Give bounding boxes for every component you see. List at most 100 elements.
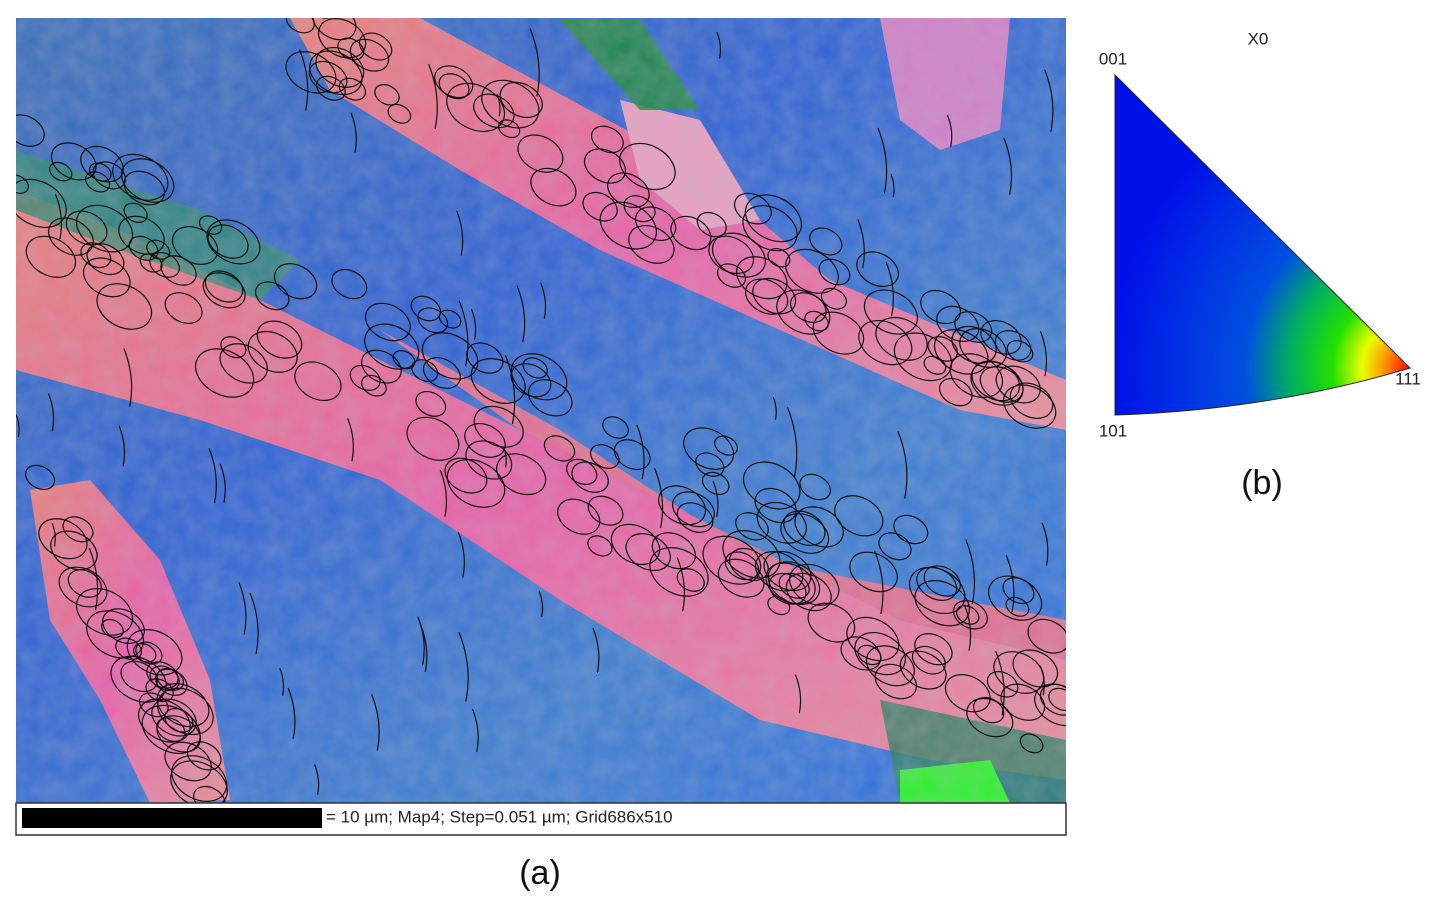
- grain: [16, 174, 29, 194]
- grain: [481, 79, 540, 129]
- grain: [434, 65, 474, 99]
- grain: [138, 698, 191, 743]
- grain: [186, 741, 222, 771]
- grain: [1000, 683, 1046, 721]
- boundary: [676, 557, 686, 612]
- grain: [206, 219, 261, 265]
- ipf-triangle: [1114, 73, 1411, 416]
- grain: [120, 660, 158, 693]
- grain: [865, 645, 915, 687]
- corner-label: 001: [1099, 49, 1127, 68]
- boundary: [219, 463, 226, 503]
- boundary: [897, 431, 908, 499]
- grain: [589, 444, 620, 469]
- grain: [1012, 649, 1059, 688]
- grain: [807, 602, 856, 643]
- grain: [247, 330, 298, 373]
- grain: [67, 569, 102, 598]
- grain: [599, 201, 657, 250]
- boundary: [123, 348, 133, 407]
- grain: [952, 600, 988, 630]
- boundary: [538, 590, 544, 617]
- grain: [590, 125, 624, 154]
- grain: [132, 643, 157, 663]
- grain: [708, 235, 755, 274]
- grain: [949, 353, 1004, 398]
- grain: [914, 580, 970, 627]
- grain: [571, 461, 609, 493]
- grain: [972, 696, 1005, 724]
- corner-label: 111: [1395, 369, 1421, 388]
- grain: [702, 535, 762, 585]
- grain: [714, 435, 738, 456]
- grain: [623, 195, 656, 223]
- grain: [123, 202, 148, 223]
- grain: [1019, 733, 1044, 754]
- grain: [602, 416, 629, 439]
- grain: [50, 530, 98, 571]
- grain: [696, 211, 727, 238]
- boundary: [772, 397, 777, 420]
- grain: [198, 215, 223, 235]
- grain: [361, 374, 387, 397]
- grain: [809, 227, 843, 256]
- grain: [202, 272, 246, 309]
- grain: [312, 18, 357, 41]
- grain: [331, 268, 368, 300]
- grain: [543, 435, 576, 462]
- grain: [25, 235, 77, 278]
- boundary: [1044, 69, 1054, 132]
- grain: [410, 295, 442, 322]
- grain: [118, 215, 165, 255]
- grain: [955, 605, 980, 625]
- grain: [86, 243, 125, 276]
- grain: [156, 717, 186, 742]
- grain: [789, 563, 840, 606]
- grain: [742, 461, 801, 510]
- boundary: [874, 550, 884, 615]
- boundary: [712, 480, 719, 518]
- boundary: [1005, 555, 1015, 613]
- grain: [916, 566, 958, 601]
- grain: [676, 502, 714, 533]
- grain: [914, 633, 953, 666]
- boundary: [503, 446, 507, 468]
- boundary: [470, 308, 477, 340]
- grain: [207, 224, 249, 259]
- grain: [112, 153, 169, 201]
- grain: [465, 440, 513, 480]
- grain: [954, 311, 993, 343]
- grain: [854, 631, 906, 676]
- grain: [75, 204, 134, 253]
- grain: [878, 532, 912, 561]
- grain: [995, 365, 1041, 404]
- grain: [938, 377, 973, 407]
- grain: [874, 663, 917, 700]
- grain: [62, 516, 94, 543]
- orientation-map: [16, 0, 1066, 803]
- grain: [566, 458, 598, 486]
- grain: [374, 84, 400, 106]
- grain: [834, 495, 884, 537]
- boundary: [54, 193, 63, 240]
- grain: [649, 547, 709, 597]
- grain: [50, 142, 97, 181]
- grain: [818, 258, 851, 286]
- grain: [160, 255, 197, 286]
- grain: [193, 785, 226, 803]
- grain: [285, 0, 337, 14]
- grain: [149, 665, 180, 691]
- grain: [613, 439, 651, 471]
- boundary: [471, 708, 479, 753]
- grain: [1005, 596, 1030, 617]
- boundary: [88, 547, 99, 611]
- grain: [899, 650, 947, 690]
- grain: [744, 194, 802, 243]
- boundary: [1039, 665, 1045, 696]
- grain: [309, 50, 363, 96]
- grain: [927, 336, 958, 362]
- grain: [417, 307, 449, 334]
- boundary: [946, 114, 953, 148]
- grain: [988, 575, 1043, 621]
- grain: [583, 148, 627, 184]
